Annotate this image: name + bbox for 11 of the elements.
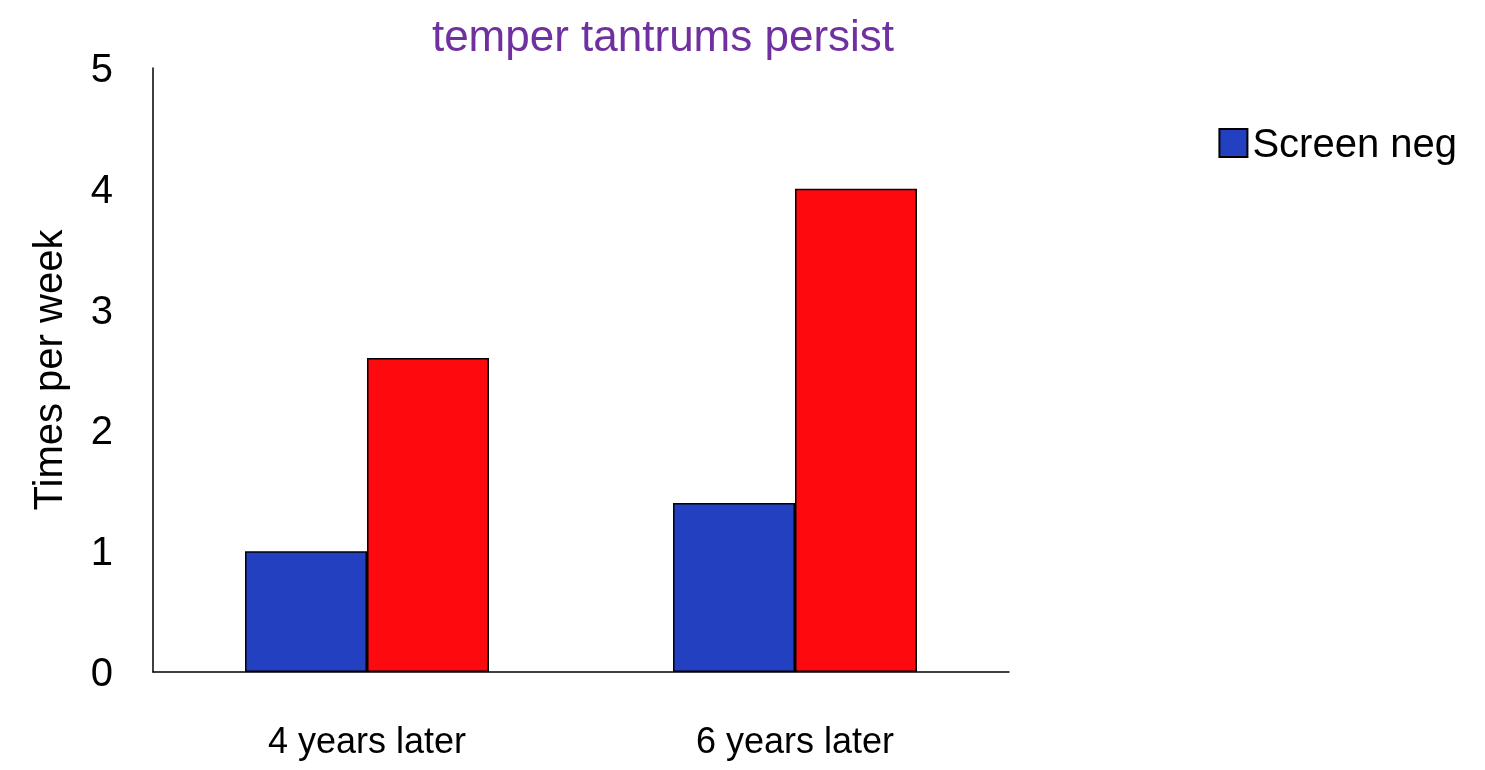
y-axis-title: Times per week — [26, 228, 70, 511]
y-tick-label: 2 — [90, 408, 113, 453]
x-tick-label: 4 years later — [267, 719, 467, 761]
legend-label: Screen neg — [1252, 121, 1457, 165]
y-tick-label: 4 — [90, 166, 113, 211]
x-tick-label: 6 years later — [695, 719, 895, 761]
y-tick-label: 0 — [90, 650, 113, 694]
y-tick-label: 5 — [90, 46, 113, 90]
y-tick-label: 3 — [90, 287, 113, 332]
y-tick-label: 1 — [90, 529, 113, 574]
chart-title: temper tantrums persist — [431, 10, 895, 60]
